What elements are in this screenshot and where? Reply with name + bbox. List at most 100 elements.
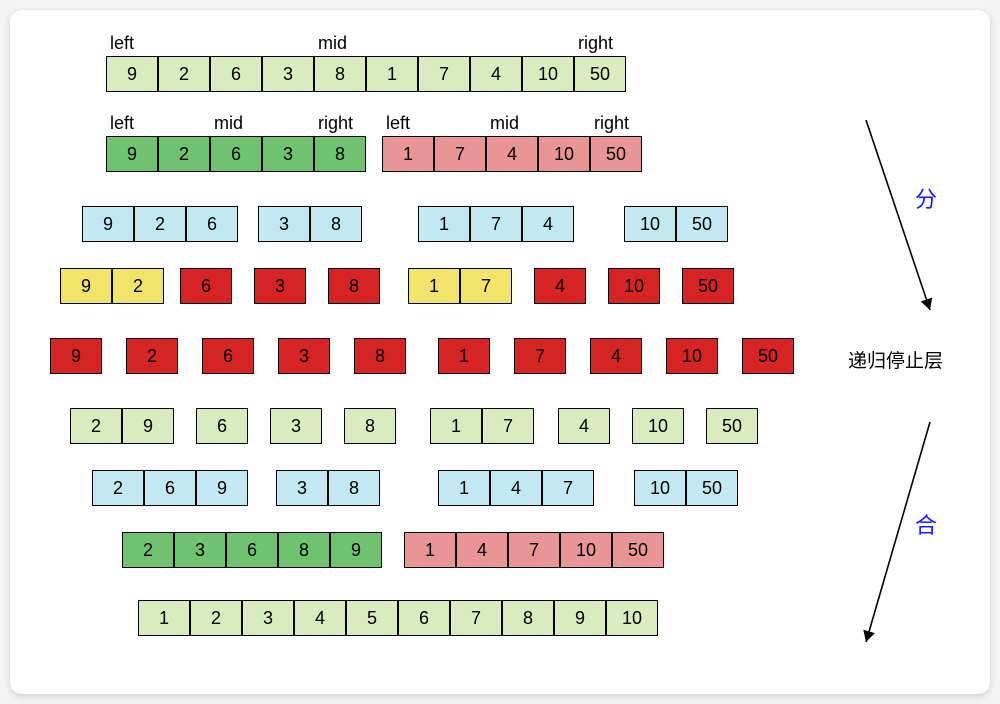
array-cell: 4 [490,470,542,506]
array-cell: 1 [430,408,482,444]
pointer-label-left: left [110,34,134,52]
array-cell: 4 [590,338,642,374]
array-cell: 1 [438,338,490,374]
array-cell: 8 [344,408,396,444]
array-cell: 8 [328,470,380,506]
array-cell: 50 [612,532,664,568]
array-cell: 1 [418,206,470,242]
array-cell: 6 [186,206,238,242]
array-cell: 2 [92,470,144,506]
flow-arrow [856,110,940,320]
array-cell: 6 [210,136,262,172]
array-cell: 9 [554,600,606,636]
array-cell: 50 [682,268,734,304]
array-cell: 6 [180,268,232,304]
array-cell: 1 [408,268,460,304]
array-cell: 4 [294,600,346,636]
array-cell: 8 [278,532,330,568]
array-cell: 2 [158,56,210,92]
array-cell: 6 [144,470,196,506]
array-cell: 6 [226,532,278,568]
array-cell: 10 [666,338,718,374]
array-cell: 3 [270,408,322,444]
array-cell: 8 [502,600,554,636]
array-cell: 2 [190,600,242,636]
array-cell: 50 [706,408,758,444]
array-cell: 2 [134,206,186,242]
array-cell: 8 [310,206,362,242]
array-cell: 50 [676,206,728,242]
array-cell: 3 [242,600,294,636]
pointer-label-mid: mid [490,114,519,132]
array-cell: 10 [632,408,684,444]
array-cell: 3 [276,470,328,506]
array-cell: 1 [438,470,490,506]
pointer-label-right: right [318,114,353,132]
array-cell: 8 [328,268,380,304]
array-cell: 9 [60,268,112,304]
array-cell: 7 [470,206,522,242]
array-cell: 2 [122,532,174,568]
array-cell: 4 [486,136,538,172]
array-cell: 2 [158,136,210,172]
array-cell: 4 [522,206,574,242]
array-cell: 9 [122,408,174,444]
array-cell: 3 [262,136,314,172]
array-cell: 4 [534,268,586,304]
array-cell: 6 [210,56,262,92]
array-cell: 7 [508,532,560,568]
array-cell: 8 [314,136,366,172]
array-cell: 7 [482,408,534,444]
pointer-label-left: left [386,114,410,132]
array-cell: 2 [70,408,122,444]
array-cell: 5 [346,600,398,636]
array-cell: 9 [196,470,248,506]
array-cell: 9 [82,206,134,242]
array-cell: 2 [126,338,178,374]
array-cell: 2 [112,268,164,304]
array-cell: 9 [50,338,102,374]
array-cell: 7 [450,600,502,636]
array-cell: 7 [542,470,594,506]
array-cell: 1 [366,56,418,92]
array-cell: 7 [434,136,486,172]
array-cell: 10 [608,268,660,304]
array-cell: 9 [106,136,158,172]
array-cell: 9 [106,56,158,92]
flow-arrow [856,412,940,652]
array-cell: 10 [560,532,612,568]
array-cell: 4 [470,56,522,92]
array-cell: 50 [686,470,738,506]
array-cell: 3 [174,532,226,568]
array-cell: 10 [624,206,676,242]
array-cell: 8 [354,338,406,374]
array-cell: 3 [258,206,310,242]
array-cell: 10 [606,600,658,636]
pointer-label-mid: mid [318,34,347,52]
array-cell: 6 [196,408,248,444]
array-cell: 4 [456,532,508,568]
pointer-label-right: right [594,114,629,132]
array-cell: 8 [314,56,366,92]
array-cell: 10 [522,56,574,92]
array-cell: 10 [634,470,686,506]
pointer-label-mid: mid [214,114,243,132]
array-cell: 3 [254,268,306,304]
array-cell: 6 [398,600,450,636]
array-cell: 7 [514,338,566,374]
array-cell: 4 [558,408,610,444]
array-cell: 3 [262,56,314,92]
stop-layer-label: 递归停止层 [848,346,943,373]
array-cell: 10 [538,136,590,172]
array-cell: 50 [590,136,642,172]
array-cell: 50 [742,338,794,374]
array-cell: 9 [330,532,382,568]
mergesort-diagram: { "canvas": {"width": 980, "height": 684… [10,10,990,694]
array-cell: 50 [574,56,626,92]
array-cell: 3 [278,338,330,374]
pointer-label-left: left [110,114,134,132]
pointer-label-right: right [578,34,613,52]
array-cell: 7 [418,56,470,92]
array-cell: 1 [382,136,434,172]
array-cell: 1 [138,600,190,636]
